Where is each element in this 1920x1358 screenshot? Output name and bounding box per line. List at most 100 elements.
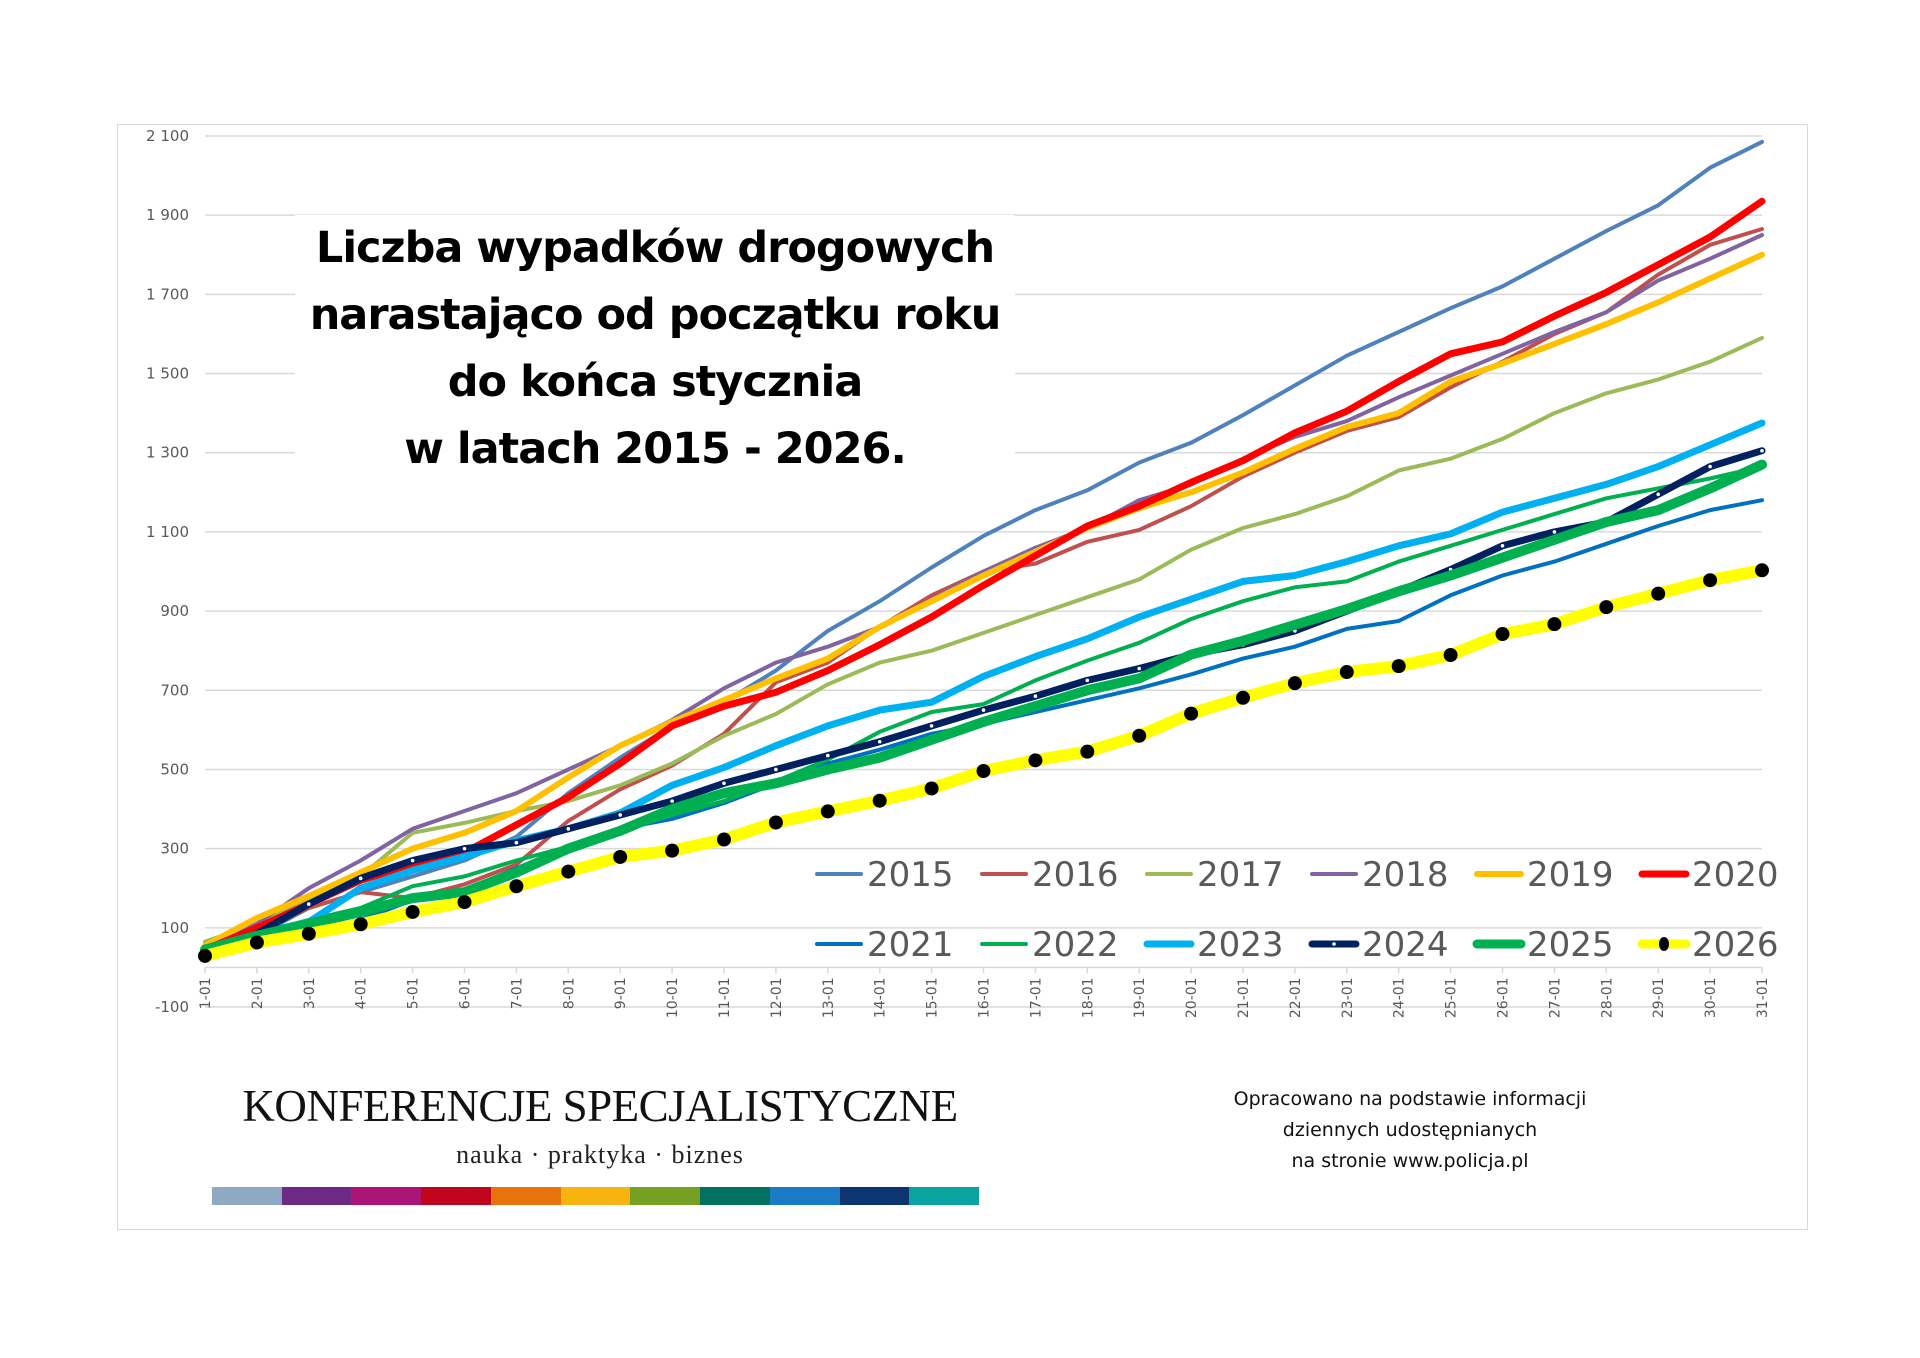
legend-item-2019: 2019	[1474, 855, 1614, 895]
logo-bar-segment	[839, 1187, 910, 1205]
series-lines	[198, 139, 1769, 963]
x-tick-label: 16-01	[977, 977, 993, 1018]
source-note-line-3: na stronie www.policja.pl	[1291, 1150, 1529, 1172]
series-2026-point	[301, 926, 316, 941]
y-tick-label: 300	[160, 840, 189, 858]
series-2024-point	[410, 858, 415, 863]
legend-item-2021: 2021	[815, 925, 954, 965]
x-tick-label: 9-01	[613, 977, 629, 1009]
series-2026-point	[1236, 690, 1250, 705]
logo-bar-segment	[909, 1187, 980, 1205]
chart-title: Liczba wypadków drogowych narastająco od…	[295, 215, 1015, 490]
series-2017-line	[203, 335, 1764, 944]
series-2024-point	[307, 902, 311, 906]
series-2026-point	[1443, 648, 1458, 663]
title-line-3: do końca stycznia	[447, 357, 863, 407]
y-tick-label: 1 700	[146, 285, 189, 303]
legend-item-2016: 2016	[980, 855, 1119, 895]
logo-bar-segment	[490, 1187, 561, 1205]
legend-label: 2021	[867, 925, 954, 965]
series-2026-point	[509, 879, 524, 894]
series-2026-point	[1599, 600, 1614, 615]
x-tick-label: 3-01	[302, 977, 318, 1009]
logo-bar-segment	[560, 1187, 631, 1205]
y-tick-label: 2 100	[146, 127, 189, 145]
logo-bar-segment	[630, 1187, 701, 1205]
series-2026-point	[1495, 627, 1510, 642]
logo-bar-segment	[351, 1187, 422, 1205]
legend-item-2025: 2025	[1472, 925, 1614, 965]
series-2025	[200, 459, 1767, 955]
series-2026-point	[820, 804, 835, 819]
series-2026-point	[405, 904, 420, 919]
series-2024-point	[566, 827, 571, 831]
legend-label: 2015	[867, 855, 954, 895]
series-2024-point	[618, 813, 622, 817]
series-2026-point	[768, 815, 783, 830]
legend-label: 2016	[1032, 855, 1119, 895]
x-tick-label: 23-01	[1340, 977, 1356, 1018]
series-2026-point	[976, 764, 991, 779]
legend: 2015 2016 2017 2018 2019 2020 2021 2022 2023 2024…	[815, 855, 1779, 965]
legend-item-2015: 2015	[815, 855, 954, 895]
y-tick-label: 100	[160, 919, 189, 937]
series-2024-point	[1500, 543, 1505, 548]
y-tick-label: 500	[160, 760, 189, 778]
legend-label: 2020	[1692, 855, 1779, 895]
series-2019-line	[202, 251, 1765, 949]
legend-label: 2026	[1692, 925, 1779, 965]
x-tick-label: 20-01	[1184, 977, 1200, 1018]
series-2023-line	[201, 419, 1766, 958]
series-2024-point	[670, 799, 674, 803]
series-2024-point	[774, 767, 778, 772]
x-tick-label: 19-01	[1132, 977, 1148, 1018]
source-note-line-2: dziennych udostępnianych	[1282, 1119, 1538, 1141]
series-2024-point	[1552, 530, 1557, 534]
series-2024-point	[981, 708, 986, 712]
legend-label: 2019	[1527, 855, 1614, 895]
x-tick-label: 18-01	[1080, 977, 1096, 1018]
series-2022	[203, 464, 1764, 954]
series-2015	[203, 139, 1764, 954]
series-2025-line	[200, 459, 1767, 955]
logo-bar-segment	[421, 1187, 491, 1205]
y-tick-label: 1 100	[146, 523, 189, 541]
series-2026-point	[1339, 665, 1354, 680]
x-tick-label: 28-01	[1599, 977, 1615, 1018]
series-2024-point	[358, 876, 363, 881]
legend-label: 2025	[1527, 925, 1614, 965]
x-axis-ticks: 1-01 2-01 3-01 4-01 5-01 6-01 7-01 8-01 9-01 10-0…	[198, 967, 1771, 1018]
series-2018	[203, 233, 1764, 952]
legend-item-2024: 2024	[1308, 925, 1449, 965]
series-2026-point	[665, 843, 680, 858]
title-line-2: narastająco od początku roku	[309, 290, 1002, 340]
x-tick-label: 30-01	[1703, 977, 1719, 1018]
x-tick-label: 17-01	[1028, 977, 1044, 1018]
legend-item-2026: 2026	[1637, 925, 1779, 965]
x-tick-label: 2-01	[250, 977, 266, 1009]
legend-item-2020: 2020	[1638, 855, 1779, 895]
series-2026-point	[561, 864, 576, 879]
source-note: Opracowano na podstawie informacji dzien…	[1180, 1084, 1640, 1177]
series-2026-point	[1080, 744, 1095, 759]
logo-color-bar	[212, 1187, 980, 1205]
series-2024-point	[877, 739, 882, 744]
x-tick-label: 5-01	[406, 977, 422, 1009]
series-2024-point	[722, 781, 726, 786]
series-2026-point	[249, 935, 264, 950]
series-2026-point	[1132, 728, 1147, 743]
series-2024-point	[1033, 694, 1038, 699]
source-note-line-1: Opracowano na podstawie informacji	[1233, 1088, 1587, 1110]
series-2026-point	[1028, 753, 1043, 768]
series-2024-point	[1656, 492, 1660, 497]
y-tick-label: -100	[155, 998, 189, 1016]
series-2017	[203, 335, 1764, 944]
y-tick-label: 1 900	[146, 206, 189, 224]
series-2026-point	[457, 895, 472, 910]
x-tick-label: 25-01	[1444, 977, 1460, 1018]
x-tick-label: 15-01	[925, 977, 941, 1018]
series-2026-point	[1547, 617, 1562, 632]
series-2020-line	[201, 197, 1766, 954]
series-2026-point	[1287, 676, 1302, 691]
legend-marker	[1332, 942, 1336, 946]
